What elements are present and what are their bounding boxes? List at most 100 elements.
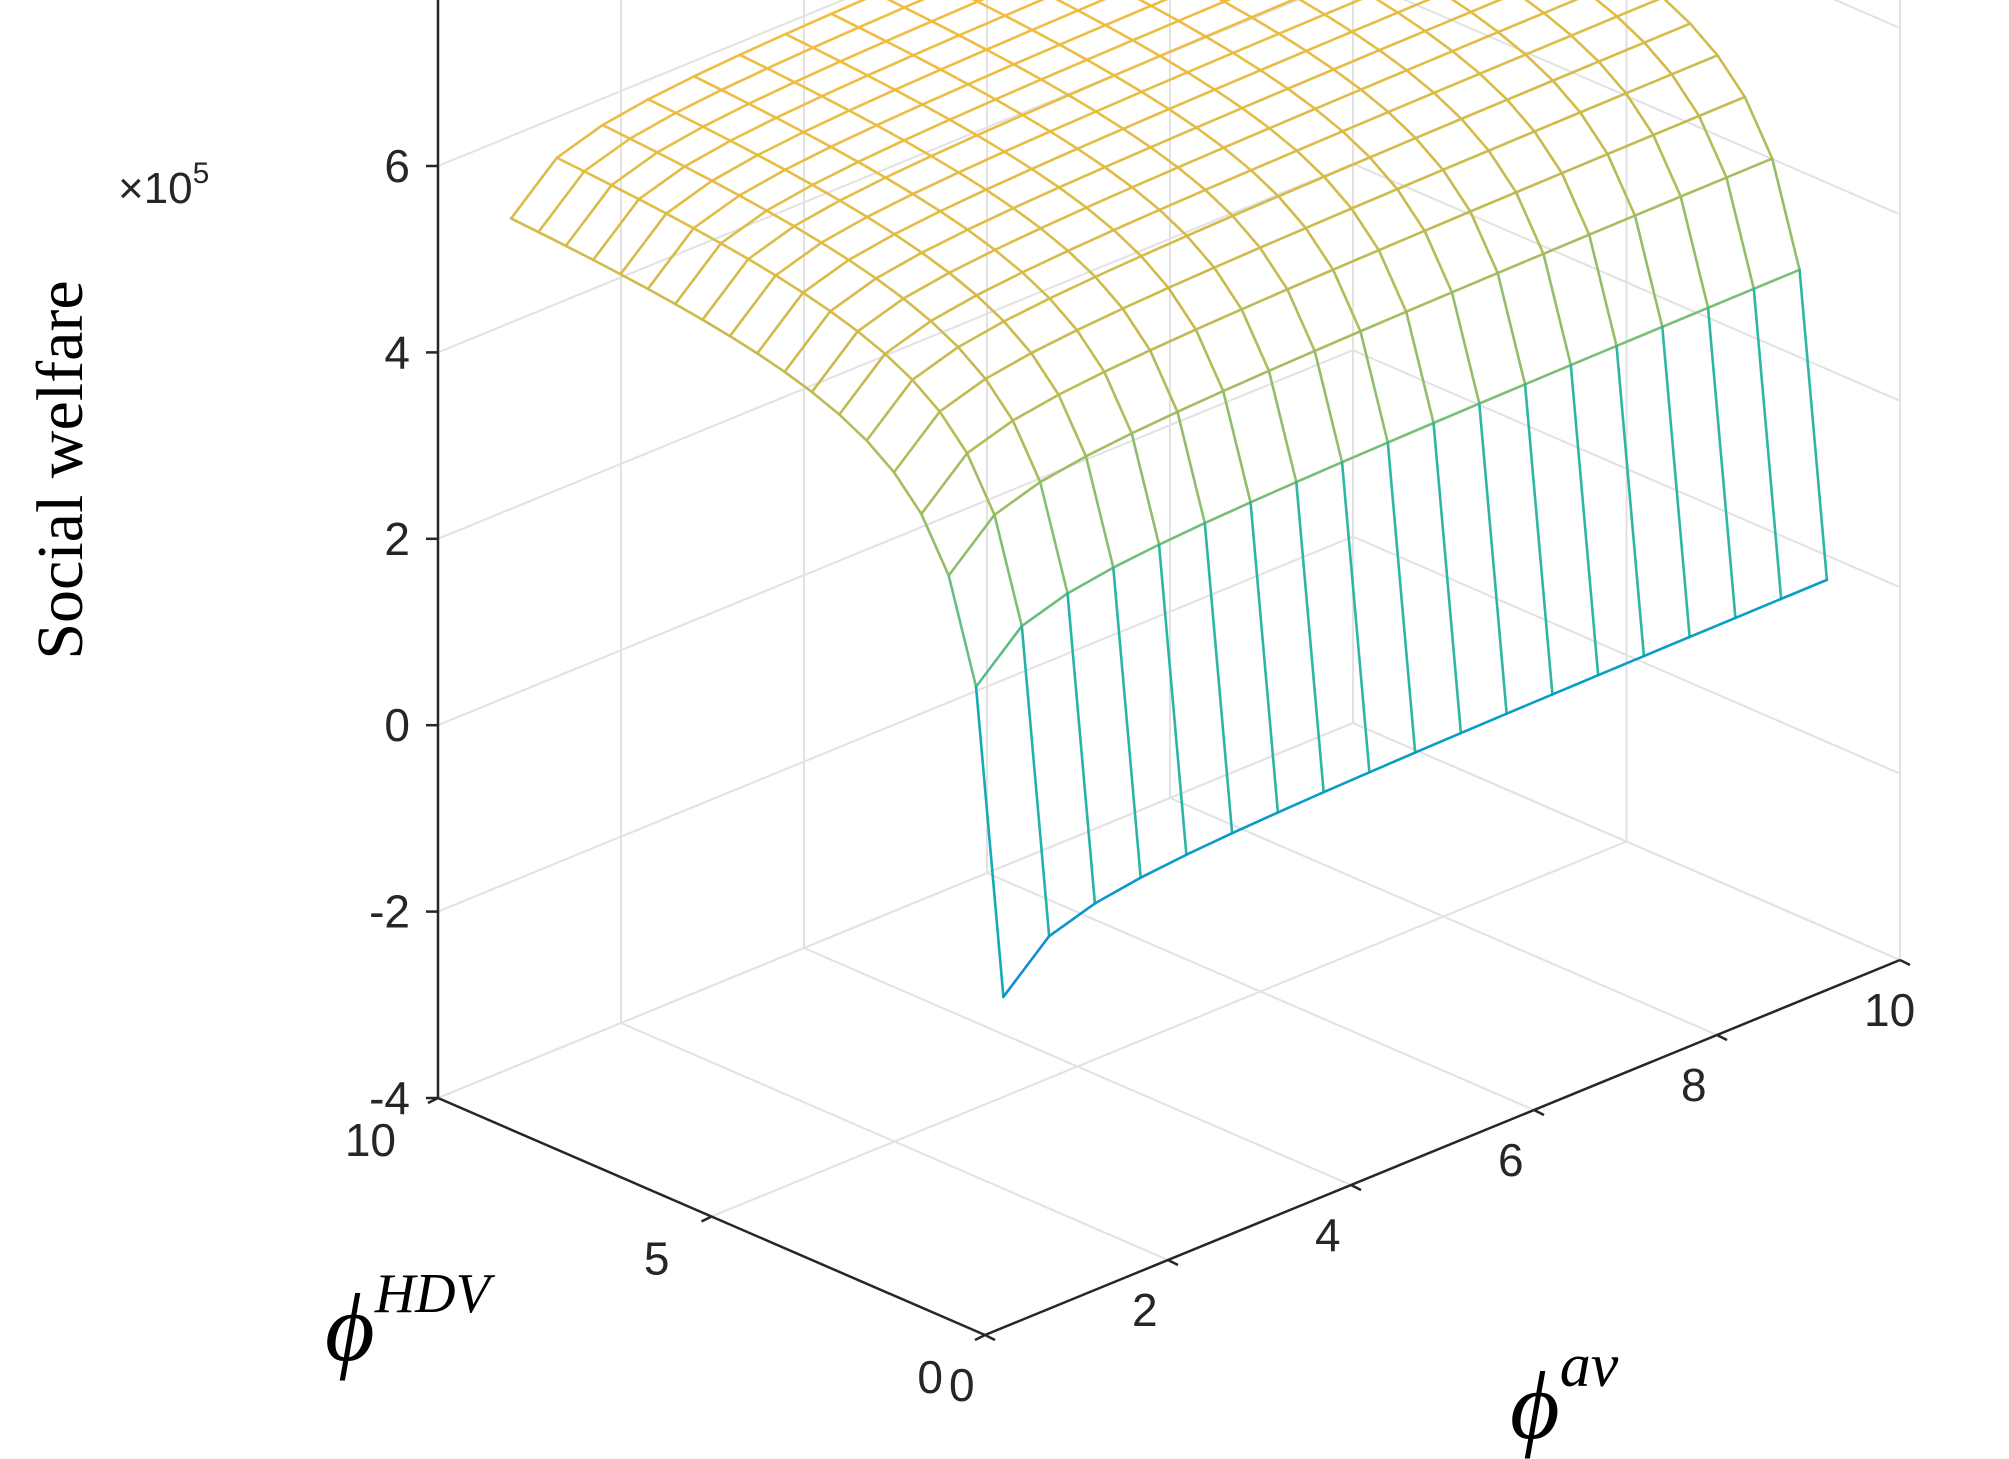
y-tick-mark [700,1215,713,1223]
surface-mesh-segment [1066,566,1115,595]
surface-mesh-segment [1277,32,1308,53]
surface-mesh-segment [1104,23,1134,42]
surface-mesh-segment [1395,168,1445,191]
surface-mesh-segment [746,224,796,261]
surface-mesh-segment [1012,186,1061,210]
surface-mesh-segment [1542,0,1579,15]
surface-mesh-segment [929,154,960,174]
surface-mesh-segment [1029,328,1079,355]
surface-mesh-segment [1441,168,1472,213]
surface-mesh-segment [1286,268,1335,291]
surface-mesh-segment [783,168,814,187]
surface-mesh-segment [1523,363,1573,386]
surface-mesh-segment [1524,34,1573,56]
surface-mesh-segment [1093,876,1142,905]
back-wall-grid-line-z [437,722,1354,1099]
surface-mesh-segment [1066,249,1097,279]
surface-mesh-segment [1578,111,1609,156]
z-multiplier-exponent: 5 [193,157,210,190]
z-tick-label: 6 [384,140,410,192]
surface-mesh-segment [1250,0,1297,19]
surface-mesh-segment [947,513,996,577]
surface-mesh-segment [1012,63,1043,81]
surface-mesh-segment [1076,147,1107,169]
surface-mesh-segment [886,0,906,9]
surface-mesh-segment [1432,91,1463,121]
surface-mesh-segment [1688,22,1719,57]
surface-mesh-segment [957,171,988,192]
y-axis-title-superscript: HDV [374,1263,496,1325]
x-axis-title: ϕav [1510,1332,1619,1459]
surface-mesh-segment [1451,49,1482,75]
surface-mesh-segment [1067,74,1116,97]
surface-mesh-segment [1779,578,1829,601]
surface-mesh-segment [903,0,926,9]
surface-mesh-segment [971,0,979,3]
surface-mesh-segment [1378,29,1427,52]
surface-mesh-segment [920,512,951,577]
surface-mesh-segment [1002,320,1033,355]
surface-mesh-segment [1396,0,1432,14]
surface-mesh-segment [1085,206,1116,232]
surface-mesh-segment [1469,210,1499,275]
surface-mesh-segment [537,230,568,248]
surface-mesh-segment [1304,49,1335,71]
surface-mesh [509,0,1829,999]
surface-mesh-segment [1652,114,1701,137]
surface-mesh-segment [1230,811,1280,835]
surface-mesh-segment [947,271,978,297]
surface-mesh-segment [920,251,951,275]
surface-mesh-segment [783,370,814,394]
surface-mesh-segment [976,0,1007,17]
surface-mesh-segment [1377,248,1408,314]
surface-mesh-segment [802,109,851,134]
surface-mesh-segment [1542,233,1591,256]
side-wall-grid-line-z [1352,535,1901,775]
surface-mesh-segment [1451,30,1500,53]
surface-mesh-segment [1624,92,1655,137]
surface-mesh-segment [1313,349,1344,464]
surface-mesh-segment [793,60,842,84]
surface-mesh-segment [719,209,769,245]
surface-mesh-segment [1633,195,1682,217]
surface-mesh-segment [1038,480,1069,595]
surface-mesh-segment [509,156,559,220]
surface-mesh-segment [1021,113,1052,133]
surface-mesh-segment [1249,149,1299,172]
surface-mesh-segment [1679,195,1710,310]
surface-mesh-segment [1387,110,1417,140]
surface-mesh-segment [1231,51,1262,72]
x-tick-label: 2 [1132,1284,1158,1336]
surface-mesh-segment [646,226,695,291]
surface-mesh-segment [1267,369,1298,484]
surface-mesh-segment [1185,234,1216,269]
surface-mesh-segment [1524,53,1555,82]
surface-mesh-segment [655,151,686,168]
surface-mesh-segment [884,19,934,43]
surface-mesh-segment [1075,307,1125,332]
surface-mesh-segment [1359,88,1390,114]
z-tick-label: -2 [369,886,410,938]
surface-mesh-segment [1341,110,1390,133]
surface-mesh-segment [1130,166,1180,189]
surface-mesh-segment [1249,480,1298,504]
surface-mesh-segment [1533,130,1564,175]
surface-mesh-segment [1240,106,1271,130]
surface-mesh-segment [1313,329,1362,353]
surface-mesh-segment [1030,147,1079,171]
y-axis-title-base: ϕ [325,1274,375,1381]
surface-mesh-segment [1469,0,1503,14]
surface-mesh-segment [1268,107,1317,130]
surface-mesh-segment [646,287,677,306]
surface-mesh-segment [774,274,805,294]
surface-mesh-segment [820,74,869,98]
z-multiplier-label: ×105 [118,157,209,213]
surface-mesh-segment [856,297,905,333]
surface-mesh-segment [1003,130,1052,153]
surface-mesh-segment [710,153,760,183]
surface-mesh-segment [994,78,1043,101]
surface-mesh-segment [1094,275,1125,310]
surface-mesh-segment [984,188,1015,210]
z-tick-label: -4 [369,1072,410,1124]
surface-mesh-segment [1752,268,1801,291]
